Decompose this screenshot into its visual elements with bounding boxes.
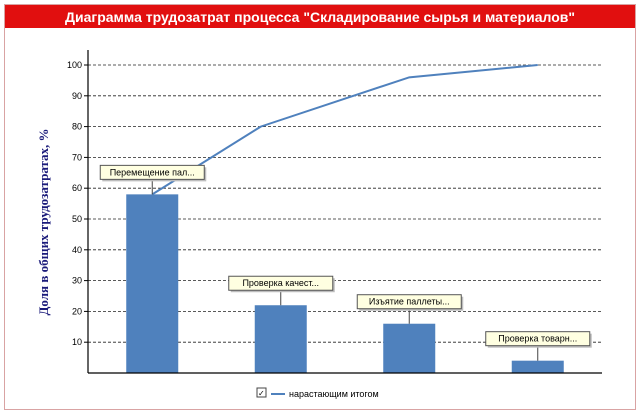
annotation-box — [228, 275, 334, 291]
category-label: Проверка товарн... — [498, 334, 577, 344]
annotation-box — [485, 331, 591, 347]
bar — [383, 323, 436, 373]
legend-label: нарастающим итогом — [289, 389, 379, 399]
annotation-box — [99, 164, 205, 180]
annotation-box — [356, 294, 462, 310]
axes — [87, 50, 602, 374]
y-tick-label: 10 — [72, 337, 82, 347]
legend: ✓ нарастающим итогом — [256, 387, 379, 399]
legend-checkbox-mark: ✓ — [258, 389, 265, 398]
cumulative-series-line — [151, 64, 538, 196]
category-label: Проверка качест... — [242, 278, 319, 288]
category-label: Изъятие паллеты... — [369, 297, 450, 307]
bars — [126, 194, 564, 373]
y-tick-label: 20 — [72, 306, 82, 316]
y-tick-label: 100 — [67, 60, 82, 70]
y-tick-label: 70 — [72, 152, 82, 162]
category-label: Перемещение пал... — [110, 167, 195, 177]
y-tick-labels: 10 20 30 40 50 60 70 80 90 100 — [67, 60, 88, 347]
y-tick-label: 50 — [72, 214, 82, 224]
y-tick-label: 90 — [72, 91, 82, 101]
chart-title: Диаграмма трудозатрат процесса "Складиро… — [5, 5, 635, 28]
y-tick-label: 30 — [72, 276, 82, 286]
bar — [126, 194, 179, 373]
y-tick-label: 60 — [72, 183, 82, 193]
cumulative-line — [151, 64, 538, 196]
y-axis-label: Доля в общих трудозатратах, % — [36, 128, 51, 315]
annotations: Перемещение пал... Проверка качест... Изъя… — [99, 164, 592, 361]
y-tick-label: 40 — [72, 245, 82, 255]
legend-checkbox[interactable] — [256, 387, 267, 398]
bar — [511, 360, 564, 373]
y-tick-label: 80 — [72, 122, 82, 132]
bar — [254, 305, 307, 373]
